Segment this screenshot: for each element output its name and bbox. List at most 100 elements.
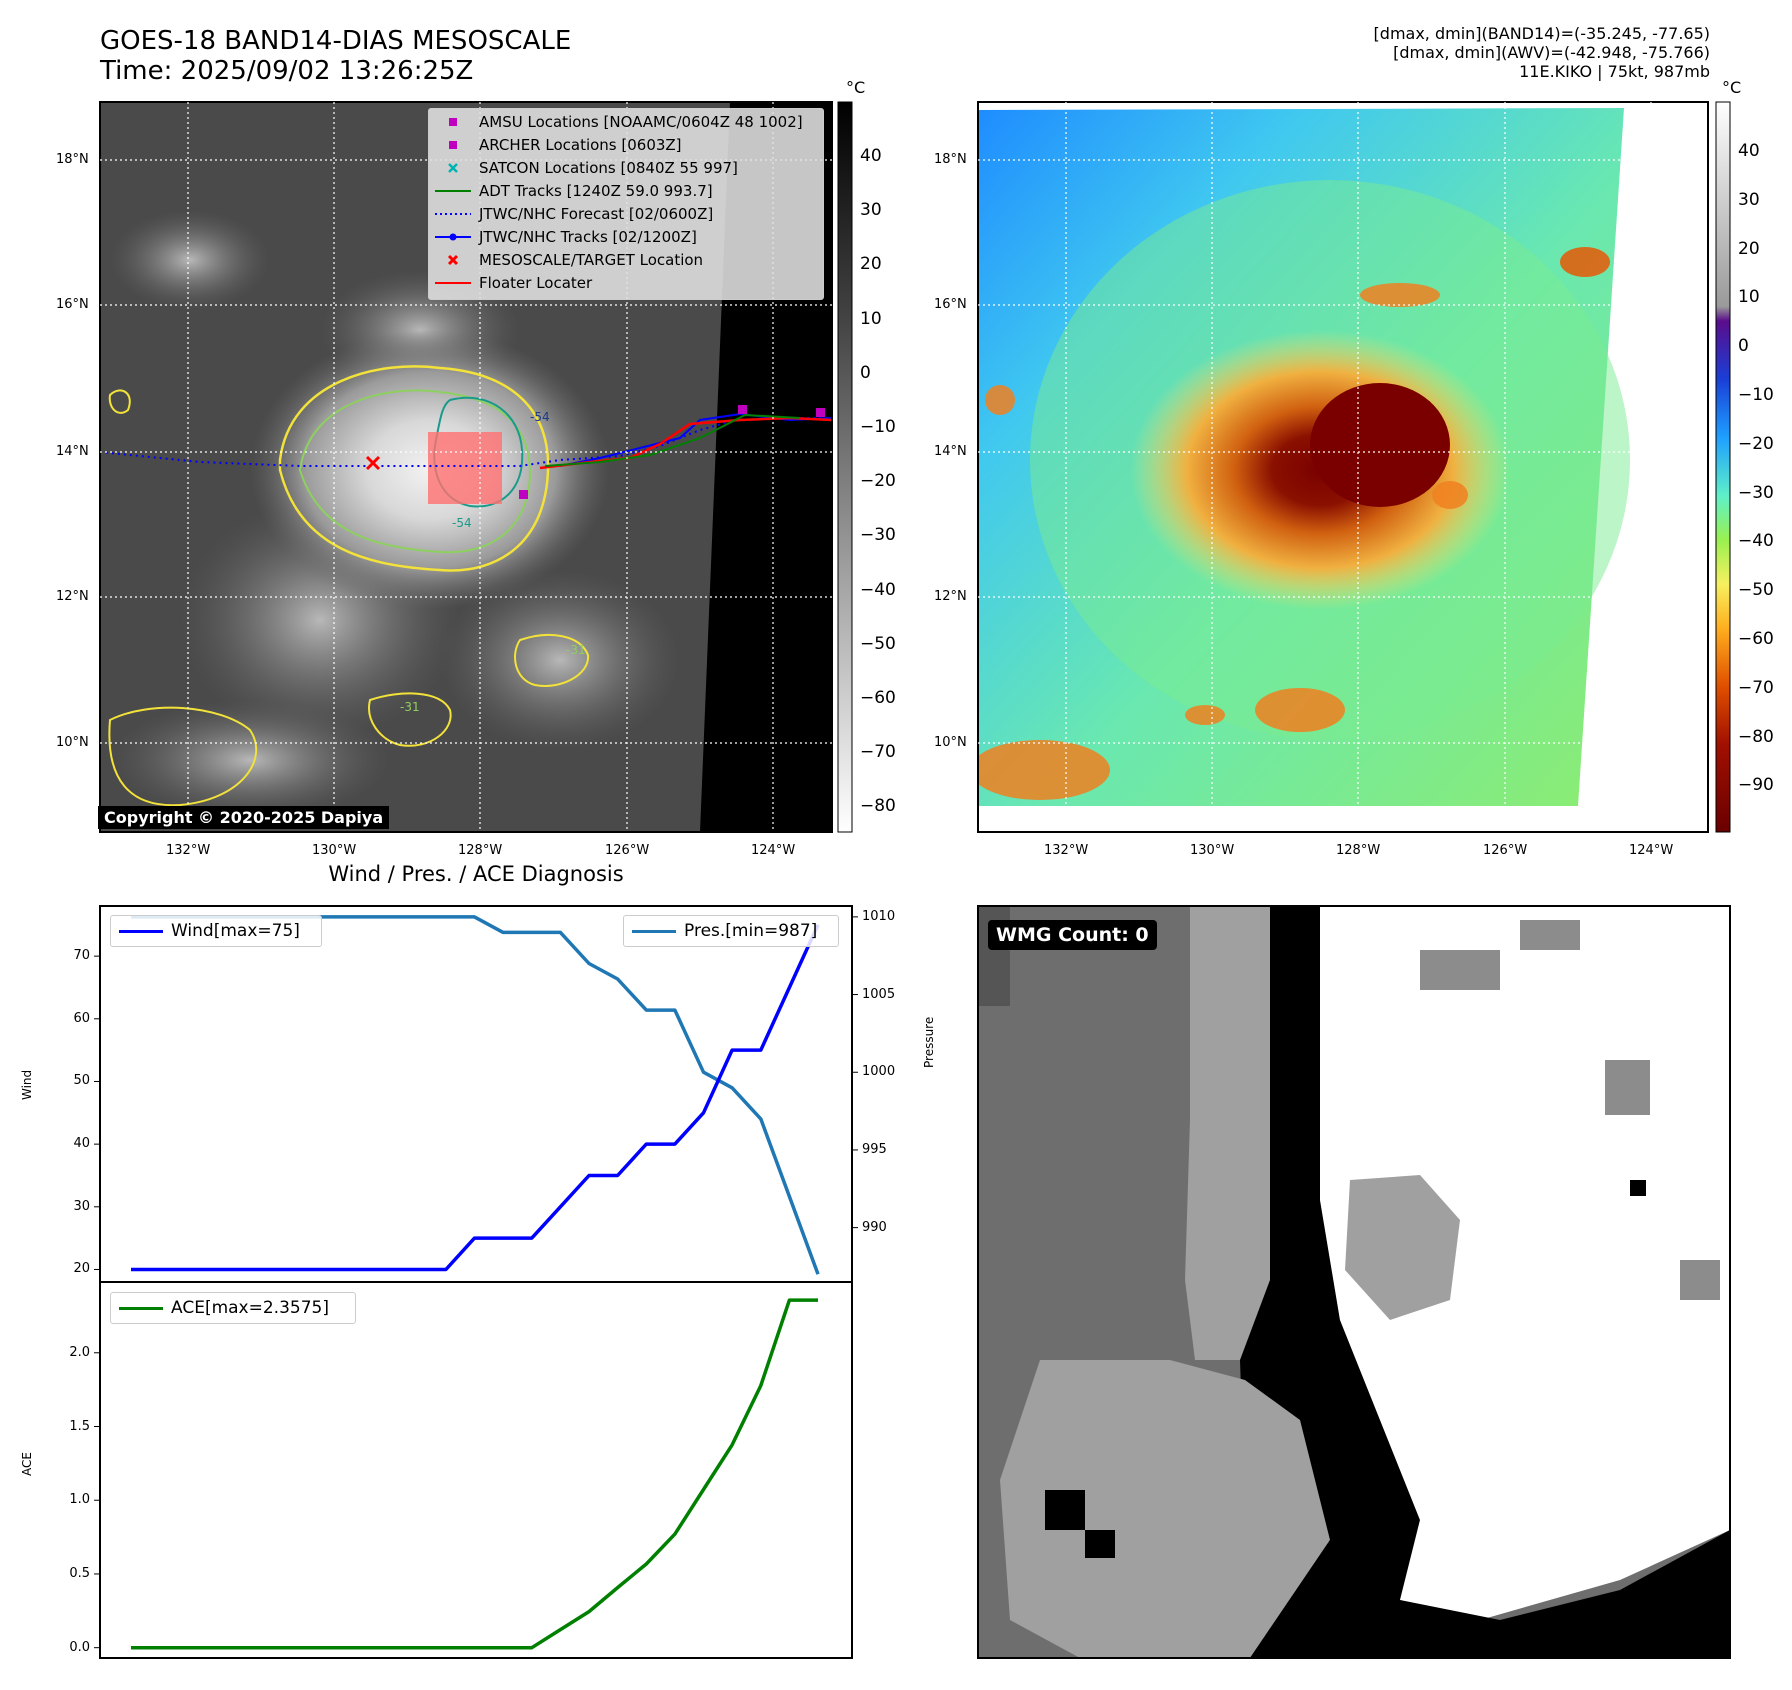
square-icon (435, 134, 471, 156)
awv-colorbar-tick: −30 (1738, 482, 1774, 503)
wmg-map-frame (977, 905, 1731, 1659)
awv-lon-tick-128: 128°W (1336, 843, 1381, 858)
awv-lat-tick-16: 16°N (934, 297, 967, 312)
awv-colorbar-tick: −50 (1738, 580, 1774, 601)
awv-colorbar-tick: −80 (1738, 726, 1774, 747)
awv-colorbar-tick: −90 (1738, 775, 1774, 796)
awv-colorbar-tick: −60 (1738, 629, 1774, 649)
contour-label: -54 (452, 516, 472, 530)
ace-axis-label: ACE (20, 1452, 34, 1476)
main-title: GOES-18 BAND14-DIAS MESOSCALE Time: 2025… (100, 26, 571, 86)
wind-tick-label: 60 (73, 1010, 90, 1026)
awv-colorbar-unit: °C (1722, 78, 1742, 97)
awv-lat-tick-14: 14°N (934, 444, 967, 459)
pressure-tick-label: 1005 (862, 986, 896, 1002)
ace-tick-label: 2.0 (69, 1344, 90, 1360)
wind-tick-label: 20 (73, 1261, 90, 1277)
ir-colorbar-tick: −50 (860, 633, 896, 654)
pressure-legend: Pres.[min=987] (623, 915, 839, 947)
ir-map-frame (99, 101, 833, 833)
awv-colorbar-tick: −70 (1738, 677, 1774, 698)
awv-colorbar-tick: 20 (1738, 238, 1760, 259)
ir-colorbar-tick: −20 (860, 471, 896, 492)
ir-colorbar-tick: −40 (860, 579, 896, 600)
lon-tick-130: 130°W (312, 843, 357, 858)
ir-colorbar-tick: −70 (860, 742, 896, 763)
awv-lon-tick-124: 124°W (1629, 843, 1674, 858)
awv-lon-tick-132: 132°W (1044, 843, 1089, 858)
wind-tick-label: 30 (73, 1198, 90, 1214)
dotted-line-icon (435, 203, 471, 225)
ir-colorbar-tick: 20 (860, 254, 882, 275)
stats-line-1: [dmax, dmin](BAND14)=(-35.245, -77.65) (1373, 24, 1710, 43)
lat-tick-14: 14°N (56, 444, 89, 459)
awv-lon-tick-126: 126°W (1483, 843, 1528, 858)
title-line-2: Time: 2025/09/02 13:26:25Z (100, 56, 474, 86)
line-icon (119, 930, 163, 933)
ir-colorbar-tick: 0 (860, 362, 871, 383)
pressure-tick-label: 1010 (862, 908, 896, 924)
awv-gridlines (978, 102, 1708, 832)
lon-tick-126: 126°W (605, 843, 650, 858)
ir-colorbar-tick: 30 (860, 200, 882, 221)
ir-colorbar (837, 101, 853, 833)
awv-colorbar-tick: 10 (1738, 287, 1760, 308)
lon-tick-124: 124°W (751, 843, 796, 858)
ir-colorbar-unit: °C (846, 78, 866, 97)
stats-line-2: [dmax, dmin](AWV)=(-42.948, -75.766) (1393, 43, 1710, 62)
wind-series-line (131, 924, 820, 1272)
ir-map-legend: AMSU Locations [NOAAMC/0604Z 48 1002] AR… (428, 108, 824, 300)
wind-axis-label: Wind (20, 1069, 34, 1100)
lon-tick-132: 132°W (166, 843, 211, 858)
line-icon (119, 1307, 163, 1310)
lat-tick-12: 12°N (56, 589, 89, 604)
square-icon (435, 111, 471, 133)
ir-colorbar-tick: −80 (860, 796, 896, 817)
ir-colorbar-tick: −10 (860, 417, 896, 437)
awv-lat-tick-10: 10°N (934, 735, 967, 750)
line-icon (632, 930, 676, 933)
ace-tick-label: 0.0 (69, 1639, 90, 1655)
awv-lon-tick-130: 130°W (1190, 843, 1235, 858)
awv-lat-tick-12: 12°N (934, 589, 967, 604)
pressure-series-line (131, 915, 820, 1275)
ace-tick-label: 0.5 (69, 1565, 90, 1581)
title-line-1: GOES-18 BAND14-DIAS MESOSCALE (100, 26, 572, 56)
pressure-tick-label: 995 (862, 1141, 887, 1157)
ace-tick-label: 1.0 (69, 1492, 90, 1508)
awv-map-frame (977, 101, 1709, 833)
lat-tick-16: 16°N (56, 297, 89, 312)
stats-line-3: 11E.KIKO | 75kt, 987mb (1519, 62, 1710, 81)
chart-title: Wind / Pres. / ACE Diagnosis (328, 862, 624, 886)
ir-colorbar-tick: 40 (860, 146, 882, 166)
ace-plot-frame (99, 1281, 853, 1659)
lat-tick-10: 10°N (56, 735, 89, 750)
contour-label: -31 (400, 700, 420, 714)
ir-colorbar-tick: 10 (860, 308, 882, 329)
wmg-count-badge: WMG Count: 0 (988, 920, 1157, 950)
awv-colorbar-tick: 30 (1738, 189, 1760, 210)
ace-legend: ACE[max=2.3575] (110, 1292, 356, 1324)
awv-colorbar-tick: 0 (1738, 336, 1749, 357)
awv-colorbar-tick: −10 (1738, 385, 1774, 405)
lon-tick-128: 128°W (458, 843, 503, 858)
x-marker-icon (435, 157, 471, 179)
pressure-tick-label: 990 (862, 1219, 887, 1235)
wind-legend: Wind[max=75] (110, 915, 322, 947)
awv-colorbar-tick: −20 (1738, 433, 1774, 454)
awv-colorbar (1715, 101, 1731, 833)
wind-tick-label: 70 (73, 948, 90, 964)
contour-label: -54 (530, 410, 550, 424)
x-marker-icon (435, 249, 471, 271)
pressure-tick-label: 1000 (862, 1064, 896, 1080)
wind-tick-label: 50 (73, 1073, 90, 1089)
awv-lat-tick-18: 18°N (934, 152, 967, 167)
line-icon (435, 180, 471, 202)
dot-line-icon (435, 226, 471, 248)
wmg-map (978, 906, 1730, 1658)
lat-tick-18: 18°N (56, 152, 89, 167)
wind-tick-label: 40 (73, 1136, 90, 1152)
ace-tick-label: 1.5 (69, 1418, 90, 1434)
copyright-label: Copyright © 2020-2025 Dapiya (98, 806, 390, 829)
